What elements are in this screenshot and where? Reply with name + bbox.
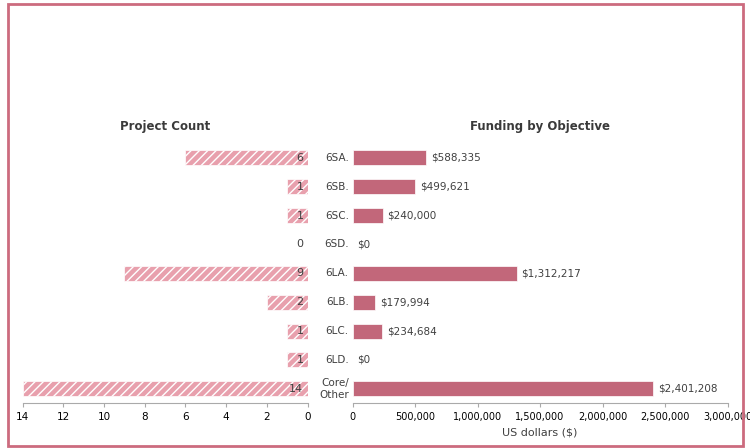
Text: $499,621: $499,621: [420, 182, 470, 192]
Bar: [287, 353, 308, 367]
Text: $0: $0: [358, 355, 370, 365]
Bar: [124, 266, 308, 281]
Text: 1: 1: [296, 326, 304, 336]
Text: 6SA.: 6SA.: [325, 153, 349, 163]
Text: $240,000: $240,000: [388, 211, 436, 220]
Bar: [185, 150, 308, 165]
Text: $179,994: $179,994: [380, 297, 430, 307]
Text: $2,401,208: $2,401,208: [658, 384, 717, 394]
Text: $234,684: $234,684: [387, 326, 436, 336]
Text: 6LD.: 6LD.: [325, 355, 349, 365]
Bar: [352, 323, 382, 339]
Text: $588,335: $588,335: [431, 153, 481, 163]
X-axis label: US dollars ($): US dollars ($): [503, 428, 578, 438]
Text: 2: 2: [296, 297, 304, 307]
Text: Core/
Other: Core/ Other: [319, 378, 349, 400]
Text: 9: 9: [296, 268, 304, 278]
Text: Project Count: Project Count: [120, 120, 210, 133]
Text: 1: 1: [296, 182, 304, 192]
Bar: [287, 179, 308, 194]
Text: $1,312,217: $1,312,217: [521, 268, 581, 278]
Bar: [352, 381, 652, 396]
Text: 6: 6: [296, 153, 304, 163]
Bar: [287, 323, 308, 339]
Text: 1: 1: [296, 211, 304, 220]
Text: Question 6 - Lifespan Issues: Question 6 - Lifespan Issues: [276, 50, 474, 63]
Bar: [352, 208, 382, 223]
Text: 2014: 2014: [350, 20, 400, 38]
Text: Number of Projects: 35: Number of Projects: 35: [294, 106, 456, 119]
Bar: [22, 381, 308, 396]
Bar: [267, 295, 308, 310]
Text: 6LA.: 6LA.: [326, 268, 349, 278]
Text: 0: 0: [296, 239, 304, 250]
Bar: [352, 295, 375, 310]
Text: $0: $0: [358, 239, 370, 250]
Text: 14: 14: [290, 384, 304, 394]
Bar: [352, 179, 415, 194]
Bar: [287, 208, 308, 223]
Text: 6LB.: 6LB.: [326, 297, 349, 307]
Text: 6SD.: 6SD.: [324, 239, 349, 250]
Text: 6LC.: 6LC.: [326, 326, 349, 336]
Text: 6SC.: 6SC.: [325, 211, 349, 220]
Bar: [352, 266, 517, 281]
Text: 1: 1: [296, 355, 304, 365]
Text: Total Funding: $5,456,058: Total Funding: $5,456,058: [284, 78, 466, 91]
Bar: [352, 150, 426, 165]
Text: Funding by Objective: Funding by Objective: [470, 120, 610, 133]
Text: 6SB.: 6SB.: [325, 182, 349, 192]
